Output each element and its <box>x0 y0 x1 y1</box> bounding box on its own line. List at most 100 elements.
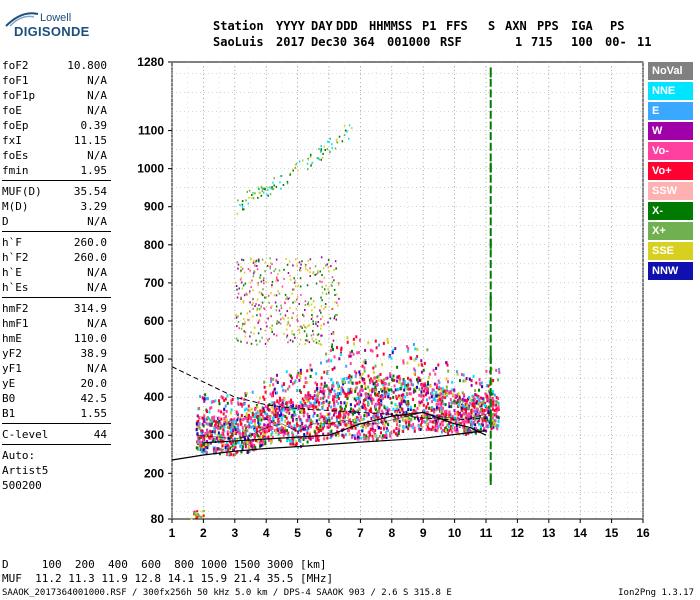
echo-point <box>449 427 452 431</box>
echo-point-2nd-hop <box>327 266 330 269</box>
echo-point <box>356 409 359 413</box>
echo-point <box>477 429 480 433</box>
echo-point <box>260 413 263 416</box>
echo-point <box>476 420 479 424</box>
legend-item-nnw: NNW <box>648 262 693 280</box>
echo-point <box>257 437 260 441</box>
echo-point-2nd-hop <box>325 264 327 267</box>
echo-point-2nd-hop <box>248 291 251 294</box>
echo-point <box>387 423 390 427</box>
echo-point <box>462 373 465 377</box>
echo-point <box>282 405 284 409</box>
echo-point <box>223 417 226 420</box>
echo-point-2nd-hop <box>266 339 269 342</box>
echo-point <box>270 420 273 424</box>
echo-point <box>402 393 405 397</box>
hdr1-11: PS <box>610 19 625 33</box>
echo-point-2nd-hop <box>287 297 289 300</box>
echo-point-2nd-hop <box>305 268 307 271</box>
echo-point <box>356 351 359 355</box>
echo-point <box>316 436 319 440</box>
echo-point <box>363 414 366 418</box>
echo-point <box>326 413 329 417</box>
hdr2-3: 364 <box>353 35 375 49</box>
legend-item-x: X- <box>648 202 693 220</box>
echo-point <box>210 431 213 435</box>
echo-point <box>420 390 423 394</box>
echo-point <box>402 411 405 415</box>
echo-point <box>378 426 380 429</box>
echo-point-2nd-hop <box>242 259 245 262</box>
echo-point <box>214 399 217 403</box>
echo-point-2nd-hop <box>334 301 336 304</box>
echo-point-2nd-hop <box>289 274 291 277</box>
echo-point <box>196 426 199 430</box>
echo-point <box>219 433 222 437</box>
echo-point <box>200 431 203 435</box>
echo-point-2nd-hop <box>307 269 309 272</box>
echo-point <box>422 368 425 372</box>
echo-point <box>284 407 287 410</box>
echo-point <box>309 363 312 367</box>
echo-point-2nd-hop <box>278 309 281 312</box>
echo-point <box>286 437 289 441</box>
echo-point <box>400 385 403 389</box>
echo-point <box>432 388 435 392</box>
echo-point-2nd-hop <box>335 314 337 316</box>
echo-point <box>329 349 332 353</box>
echo-point-2nd-hop <box>299 285 302 288</box>
echo-point <box>281 418 284 422</box>
echo-point <box>214 451 217 455</box>
echo-point <box>313 394 316 398</box>
echo-point <box>367 400 369 404</box>
echo-point <box>207 431 210 435</box>
echo-point-2nd-hop <box>320 305 323 308</box>
fxi-marker-dash <box>489 281 492 290</box>
echo-point-2nd-hop <box>291 330 293 333</box>
echo-point <box>367 431 370 435</box>
echo-point <box>430 395 433 399</box>
echo-point <box>236 428 239 432</box>
echo-point <box>380 431 382 435</box>
echo-point <box>371 349 374 353</box>
echo-point <box>444 403 447 407</box>
echo-point <box>381 363 384 367</box>
echo-point <box>357 412 360 416</box>
param-hf2: h`F2 260.0 <box>2 250 111 265</box>
echo-point <box>333 366 336 370</box>
echo-point <box>226 430 229 434</box>
echo-point <box>474 423 477 427</box>
echo-point-2nd-hop <box>267 340 269 343</box>
echo-point <box>264 405 267 409</box>
echo-point <box>197 441 200 444</box>
echo-point-2nd-hop <box>295 307 298 310</box>
echo-point <box>341 378 344 381</box>
echo-point-3rd-hop <box>266 186 268 189</box>
echo-point <box>409 408 412 411</box>
echo-point <box>328 416 331 420</box>
echo-point <box>282 388 285 392</box>
echo-point <box>396 365 399 369</box>
echo-point <box>317 429 320 433</box>
echo-point <box>339 401 342 405</box>
echo-point-2nd-hop <box>335 293 338 296</box>
echo-point <box>316 426 319 430</box>
echo-point-2nd-hop <box>264 329 266 332</box>
echo-point <box>364 361 367 365</box>
echo-point <box>247 414 250 418</box>
echo-point <box>496 400 499 404</box>
h-prime-line <box>171 430 487 461</box>
echo-point <box>339 392 342 396</box>
echo-point <box>417 381 420 385</box>
echo-point <box>226 401 229 405</box>
echo-point <box>430 428 433 432</box>
echo-point <box>258 423 261 427</box>
echo-point-2nd-hop <box>277 273 279 276</box>
param-yf2: yF2 38.9 <box>2 346 111 361</box>
echo-point <box>480 427 482 431</box>
echo-point <box>474 409 477 413</box>
echo-point-2nd-hop <box>263 307 265 310</box>
echo-point <box>405 425 408 429</box>
fxi-marker-dash <box>489 473 492 482</box>
echo-point-3rd-hop <box>306 168 309 171</box>
